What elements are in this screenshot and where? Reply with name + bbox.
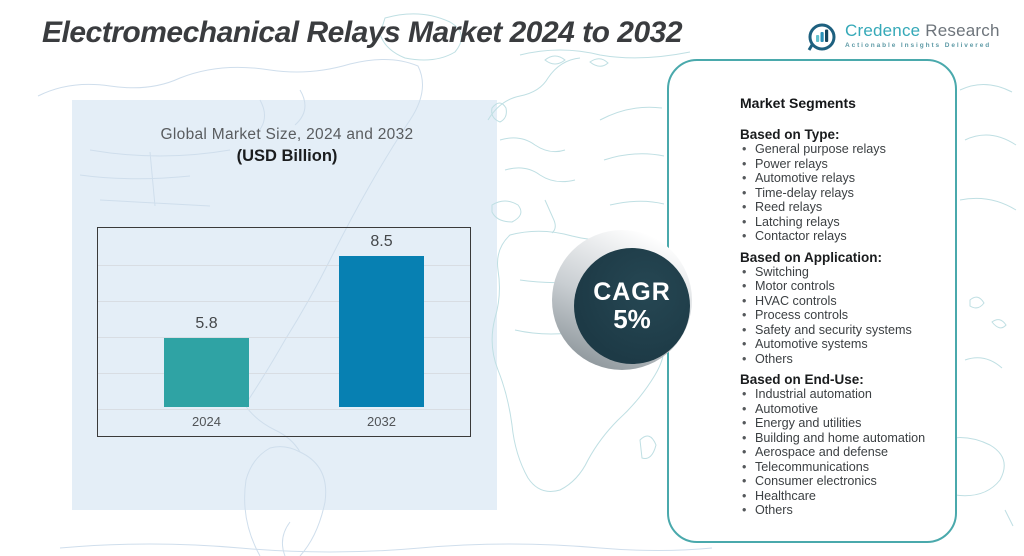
segment-item: Aerospace and defense	[740, 445, 941, 460]
bar-plot: 5.8 2024 8.5 2032	[98, 228, 470, 436]
page-title: Electromechanical Relays Market 2024 to …	[42, 16, 683, 49]
gridline	[98, 337, 470, 338]
segment-item: Motor controls	[740, 279, 941, 294]
bar-column-2032: 8.5	[311, 233, 452, 407]
segment-item: Time-delay relays	[740, 186, 941, 201]
segment-item: Others	[740, 352, 941, 367]
chart-title: Global Market Size, 2024 and 2032	[160, 126, 414, 143]
segment-group-heading: Based on Type:	[740, 127, 840, 142]
segment-item: Automotive relays	[740, 171, 941, 186]
segment-item: Latching relays	[740, 215, 941, 230]
bar-chart: 5.8 2024 8.5 2032	[97, 227, 471, 437]
segment-item: Automotive	[740, 402, 941, 417]
gridline	[98, 409, 470, 410]
brand-logo: Credence Research Actionable Insights De…	[806, 22, 1000, 54]
segment-item: Healthcare	[740, 489, 941, 504]
bar-category-label: 2032	[367, 414, 396, 429]
brand-text: Credence Research Actionable Insights De…	[845, 22, 1000, 50]
segment-item: Consumer electronics	[740, 474, 941, 489]
cagr-label: CAGR	[593, 277, 671, 306]
segments-groups: Based on Type:General purpose relaysPowe…	[740, 127, 941, 518]
segment-item: Automotive systems	[740, 337, 941, 352]
segment-item: Reed relays	[740, 200, 941, 215]
segment-item: Energy and utilities	[740, 416, 941, 431]
segment-item: Contactor relays	[740, 229, 941, 244]
segment-item: General purpose relays	[740, 142, 941, 157]
segment-item: Telecommunications	[740, 460, 941, 475]
segment-item: Industrial automation	[740, 387, 941, 402]
bar-2032	[339, 256, 424, 407]
segment-item: Process controls	[740, 308, 941, 323]
brand-name-primary: Credence	[845, 21, 921, 40]
segment-item: Others	[740, 503, 941, 518]
segment-item: Power relays	[740, 157, 941, 172]
chart-subtitle: (USD Billion)	[236, 147, 338, 165]
segment-group-heading: Based on End-Use:	[740, 372, 864, 387]
segment-item: Building and home automation	[740, 431, 941, 446]
segment-group-heading: Based on Application:	[740, 249, 883, 265]
gridline	[98, 373, 470, 374]
brand-name-secondary: Research	[925, 21, 1000, 40]
segment-item: Switching	[740, 265, 941, 280]
segment-item: Safety and security systems	[740, 323, 941, 338]
bar-category-label: 2024	[192, 414, 221, 429]
market-segments-panel: Market Segments Based on Type:General pu…	[667, 59, 957, 543]
bar-2024	[164, 337, 249, 407]
gridline	[98, 265, 470, 266]
bar-chart-logo-icon	[807, 23, 836, 51]
bar-value-label: 5.8	[195, 314, 218, 332]
cagr-value: 5%	[613, 303, 651, 334]
bar-column-2024: 5.8	[136, 315, 277, 407]
segment-item: HVAC controls	[740, 294, 941, 309]
cagr-badge: CAGR 5%	[574, 248, 690, 364]
bar-value-label: 8.5	[370, 233, 393, 251]
segments-heading: Market Segments	[740, 95, 856, 111]
gridline	[98, 301, 470, 302]
brand-tagline: Actionable Insights Delivered	[845, 42, 992, 49]
